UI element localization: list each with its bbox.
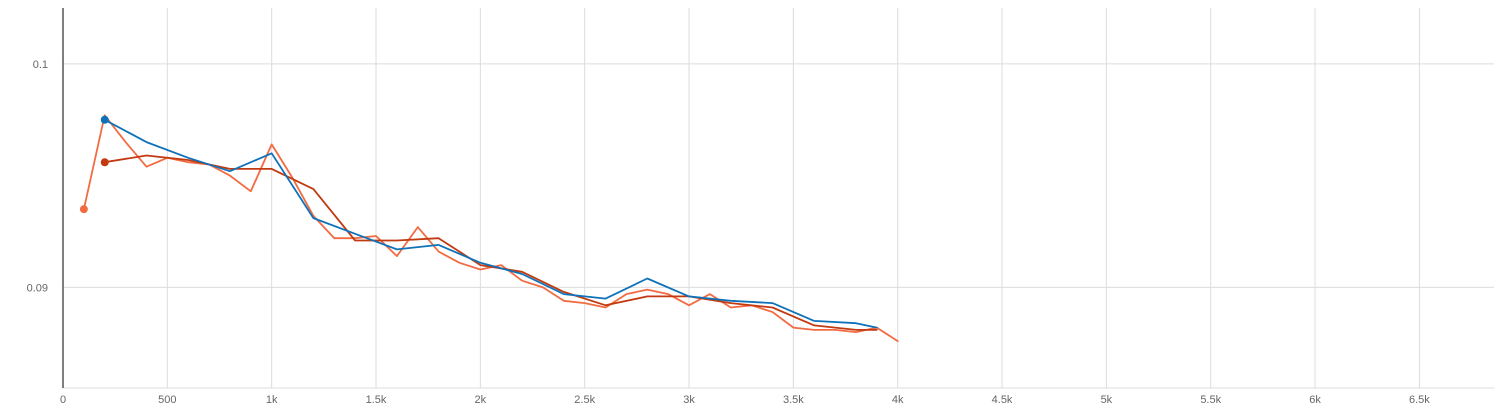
- tick-label-layer: 0 500 1k 1.5k 2k 2.5k 3k 3.5k 4k 4.5k 5k 5.5k 6k 6.5k…: [27, 59, 1431, 406]
- series-line-2: [103, 154, 878, 331]
- x-tick-label: 3k: [683, 394, 695, 406]
- x-tick-label: 5.5k: [1200, 394, 1221, 406]
- x-tick-label: 500: [158, 394, 176, 406]
- y-tick-label: 0.09: [27, 282, 48, 294]
- series-start-point-1: [79, 205, 88, 214]
- series-line-3: [103, 118, 878, 329]
- x-tick-label: 5k: [1101, 394, 1113, 406]
- grid-layer: [63, 8, 1494, 388]
- x-tick-label: 1.5k: [366, 394, 387, 406]
- x-tick-label: 2k: [475, 394, 487, 406]
- x-tick-label: 6.5k: [1409, 394, 1430, 406]
- axis-layer: [62, 8, 1494, 389]
- x-tick-label: 0: [60, 394, 66, 406]
- series-start-point-2: [100, 158, 109, 167]
- x-tick-label: 2.5k: [574, 394, 595, 406]
- series-start-point-3: [100, 115, 109, 124]
- x-tick-label: 4.5k: [992, 394, 1013, 406]
- series-line-1: [83, 114, 899, 342]
- x-tick-label: 3.5k: [783, 394, 804, 406]
- series-layer: [79, 114, 899, 342]
- x-tick-label: 1k: [266, 394, 278, 406]
- y-tick-label: 0.1: [33, 59, 48, 71]
- x-tick-label: 4k: [892, 394, 904, 406]
- x-tick-label: 6k: [1309, 394, 1321, 406]
